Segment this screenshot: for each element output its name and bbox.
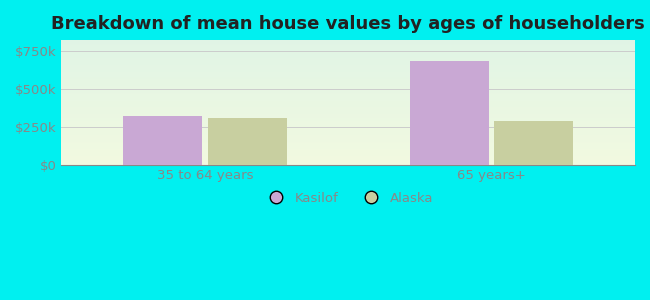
Legend: Kasilof, Alaska: Kasilof, Alaska [258, 187, 439, 210]
Bar [410, 61, 489, 165]
Bar [208, 118, 287, 165]
Bar [123, 116, 202, 165]
Title: Breakdown of mean house values by ages of householders: Breakdown of mean house values by ages o… [51, 15, 645, 33]
Bar [495, 121, 573, 165]
